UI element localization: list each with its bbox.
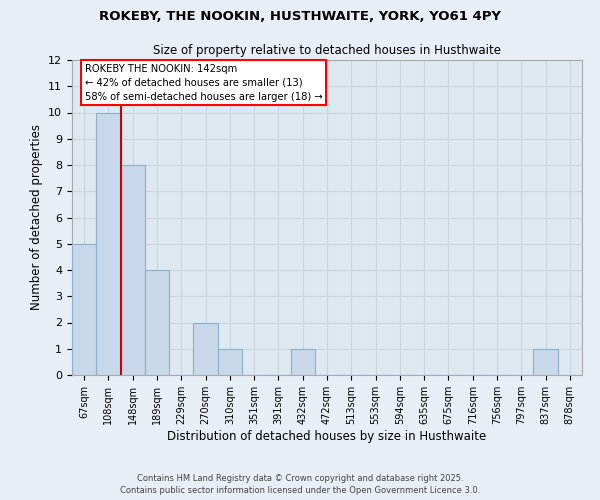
Bar <box>96 112 121 375</box>
Text: Contains HM Land Registry data © Crown copyright and database right 2025.
Contai: Contains HM Land Registry data © Crown c… <box>120 474 480 495</box>
Bar <box>218 349 242 375</box>
X-axis label: Distribution of detached houses by size in Husthwaite: Distribution of detached houses by size … <box>167 430 487 442</box>
Bar <box>72 244 96 375</box>
Text: ROKEBY THE NOOKIN: 142sqm
← 42% of detached houses are smaller (13)
58% of semi-: ROKEBY THE NOOKIN: 142sqm ← 42% of detac… <box>85 64 322 102</box>
Bar <box>533 349 558 375</box>
Bar <box>145 270 169 375</box>
Bar <box>121 165 145 375</box>
Bar <box>290 349 315 375</box>
Bar <box>193 322 218 375</box>
Y-axis label: Number of detached properties: Number of detached properties <box>29 124 43 310</box>
Text: ROKEBY, THE NOOKIN, HUSTHWAITE, YORK, YO61 4PY: ROKEBY, THE NOOKIN, HUSTHWAITE, YORK, YO… <box>99 10 501 23</box>
Title: Size of property relative to detached houses in Husthwaite: Size of property relative to detached ho… <box>153 44 501 58</box>
